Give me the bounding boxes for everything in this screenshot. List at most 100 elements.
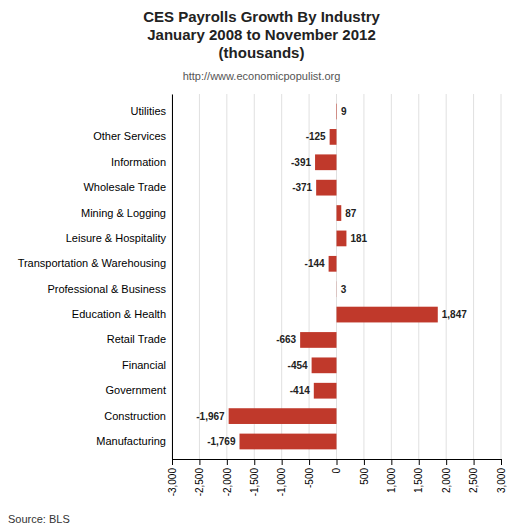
- grid-line: [172, 94, 173, 459]
- y-tick-label: Government: [105, 384, 166, 396]
- plot: -1,769-1,967-414-454-6631,8473-14418187-…: [18, 94, 507, 496]
- data-label: 3: [341, 284, 347, 295]
- grid-line: [418, 94, 419, 459]
- x-tick-label: 1,000: [386, 468, 397, 493]
- bar: [337, 231, 347, 247]
- x-tick-label: 0: [331, 468, 342, 474]
- y-tick: Government: [105, 384, 166, 396]
- grid-line: [254, 94, 255, 459]
- bar: [314, 383, 337, 399]
- data-labels: -1,769-1,967-414-454-6631,8473-14418187-…: [196, 106, 467, 447]
- bar: [336, 104, 337, 120]
- bar: [312, 357, 337, 373]
- x-tick: 2,000: [441, 459, 452, 493]
- x-tick-mark: [254, 459, 255, 465]
- y-tick: Education & Health: [72, 308, 166, 320]
- bar: [239, 434, 336, 450]
- x-tick-mark: [337, 459, 338, 465]
- data-label: -125: [306, 131, 326, 142]
- data-label: -663: [276, 334, 296, 345]
- y-tick-label: Wholesale Trade: [83, 181, 166, 193]
- x-tick-label: 500: [359, 468, 370, 485]
- grid-line: [473, 94, 474, 459]
- bar: [315, 154, 336, 170]
- bars: [229, 104, 438, 450]
- x-tick: -1,500: [249, 459, 260, 496]
- bar: [336, 281, 337, 297]
- x-tick: 1,000: [386, 459, 397, 493]
- grid-line: [281, 94, 282, 459]
- x-tick-mark: [474, 459, 475, 465]
- x-axis-line: [173, 460, 502, 466]
- data-label: 87: [345, 208, 357, 219]
- y-tick-label: Mining & Logging: [81, 207, 166, 219]
- subtitle: http://www.economicpopulist.org: [183, 70, 341, 82]
- y-tick: Financial: [122, 359, 166, 371]
- x-tick-mark: [172, 459, 173, 465]
- y-tick: Retail Trade: [107, 333, 166, 345]
- data-label: -371: [292, 182, 312, 193]
- y-tick-label: Transportation & Warehousing: [18, 257, 166, 269]
- grid-line: [391, 94, 392, 459]
- x-tick-label: -2,500: [194, 468, 205, 497]
- bar: [300, 332, 336, 348]
- y-tick: Transportation & Warehousing: [18, 257, 166, 269]
- x-tick-mark: [199, 459, 200, 465]
- x-tick-mark: [446, 459, 447, 465]
- x-tick: -2,000: [222, 459, 233, 496]
- x-axis: -3,000 -2,500 -2,000 -1,500 -1,000 -500 0 500 1,…: [167, 459, 507, 496]
- bar: [337, 205, 342, 221]
- y-axis-line: [172, 95, 173, 460]
- bar: [229, 408, 337, 424]
- y-tick: Mining & Logging: [81, 207, 166, 219]
- y-tick: Manufacturing: [96, 435, 166, 447]
- x-tick: 500: [359, 459, 370, 485]
- x-tick-label: -1,000: [276, 468, 287, 497]
- x-tick-label: -3,000: [167, 468, 178, 497]
- data-label: 1,847: [442, 309, 467, 320]
- y-tick-label: Leisure & Hospitality: [66, 232, 167, 244]
- y-tick: Wholesale Trade: [83, 181, 166, 193]
- x-tick-mark: [364, 459, 365, 465]
- bar: [329, 256, 337, 272]
- y-tick: Information: [111, 156, 166, 168]
- y-tick: Construction: [104, 410, 166, 422]
- grid: [172, 94, 501, 459]
- x-tick-mark: [501, 459, 502, 465]
- annotation: Source: BLS: [8, 513, 70, 525]
- grid-line: [309, 94, 310, 459]
- x-tick: -3,000: [167, 459, 178, 496]
- data-label: 9: [341, 106, 347, 117]
- y-tick-label: Financial: [122, 359, 166, 371]
- x-tick-label: -500: [304, 468, 315, 488]
- data-label: -1,967: [196, 411, 225, 422]
- bar: [337, 307, 438, 323]
- data-label: -454: [288, 360, 308, 371]
- y-tick: Utilities: [131, 105, 167, 117]
- x-tick-label: 1,500: [413, 468, 424, 493]
- x-tick: 3,000: [496, 459, 507, 493]
- x-tick-mark: [391, 459, 392, 465]
- y-tick: Leisure & Hospitality: [66, 232, 167, 244]
- x-tick: -1,000: [276, 459, 287, 496]
- grid-line: [336, 94, 337, 459]
- x-tick-label: -2,000: [222, 468, 233, 497]
- y-tick: Other Services: [93, 130, 166, 142]
- x-tick-label: 3,000: [496, 468, 507, 493]
- y-tick-label: Other Services: [93, 130, 166, 142]
- data-label: -144: [305, 258, 325, 269]
- y-tick-label: Retail Trade: [107, 333, 166, 345]
- y-tick-label: Information: [111, 156, 166, 168]
- x-tick-label: -1,500: [249, 468, 260, 497]
- x-tick: 2,500: [468, 459, 479, 493]
- x-tick-mark: [419, 459, 420, 465]
- chart: CES Payrolls Growth By IndustryJanuary 2…: [0, 0, 523, 531]
- y-tick-label: Construction: [104, 410, 166, 422]
- y-tick-label: Manufacturing: [96, 435, 166, 447]
- x-tick-mark: [282, 459, 283, 465]
- data-label: 181: [350, 233, 367, 244]
- data-label: -391: [291, 157, 311, 168]
- y-tick: Professional & Business: [47, 283, 166, 295]
- x-tick: -500: [304, 459, 315, 488]
- x-tick-label: 2,500: [468, 468, 479, 493]
